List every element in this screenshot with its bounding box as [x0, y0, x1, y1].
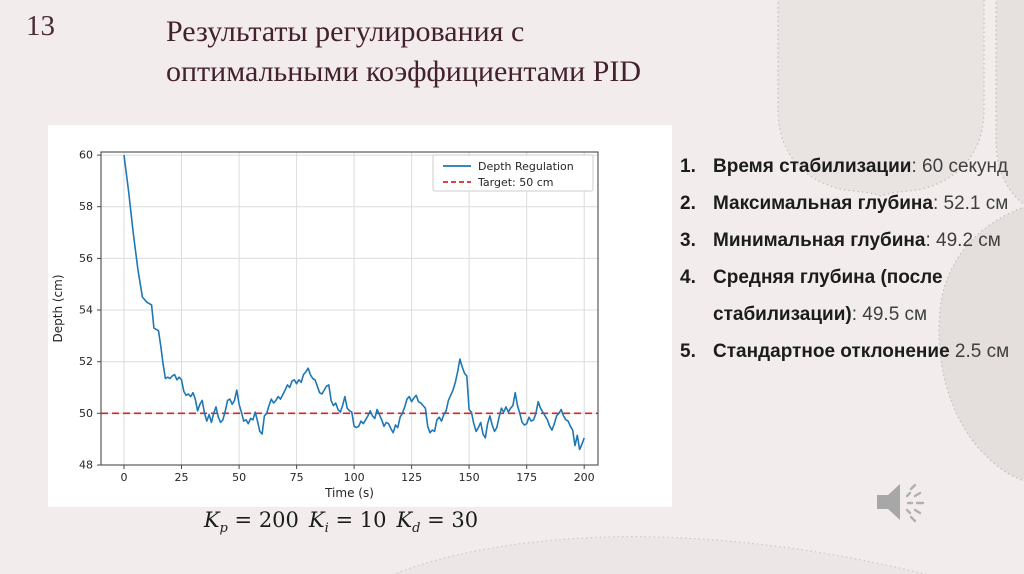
- chart-panel: 0 25 50 75 100 125 150 175 200 48 50 52 54 56 58 60 Time…: [48, 125, 672, 507]
- y-tick-label: 48: [79, 459, 93, 472]
- formula-term: Kp = 200: [203, 508, 299, 537]
- list-item-number: 1.: [680, 156, 696, 177]
- petal-shape: [392, 536, 928, 574]
- list-item-label: Время стабилизации: [713, 156, 912, 177]
- list-item-value: : 49.5 см: [851, 304, 928, 325]
- list-item: 5. Стандартное отклонение 2.5 см: [680, 333, 1014, 370]
- list-item-label: Максимальная глубина: [713, 193, 933, 214]
- legend-label-target: Target: 50 cm: [477, 176, 554, 189]
- petal-shape: [938, 206, 1024, 482]
- x-tick-label: 25: [175, 471, 189, 484]
- x-tick-label: 200: [574, 471, 595, 484]
- list-item-label: Средняя глубина (после стабилизации): [713, 267, 943, 325]
- x-tick-label: 100: [344, 471, 365, 484]
- x-tick-label: 125: [401, 471, 422, 484]
- list-item: 4. Средняя глубина (после стабилизации): …: [680, 259, 1014, 333]
- petal-shape: [777, 0, 985, 197]
- y-tick-label: 52: [79, 355, 93, 368]
- list-item: 2. Максимальная глубина: 52.1 см: [680, 185, 1014, 222]
- depth-regulation-chart: 0 25 50 75 100 125 150 175 200 48 50 52 54 56 58 60 Time…: [48, 125, 672, 512]
- list-item-number: 5.: [680, 341, 696, 362]
- list-item: 1. Время стабилизации: 60 секунд: [680, 148, 1014, 185]
- legend-label-depth: Depth Regulation: [478, 160, 574, 173]
- list-item-value: 2.5 см: [949, 341, 1010, 362]
- formula-term: Ki = 10: [308, 508, 387, 537]
- y-tick-label: 56: [79, 252, 93, 265]
- findings-list: 1. Время стабилизации: 60 секунд 2. Максима…: [680, 148, 1014, 370]
- list-item-number: 3.: [680, 230, 696, 251]
- list-item: 3. Минимальная глубина: 49.2 см: [680, 222, 1014, 259]
- y-axis-label: Depth (cm): [51, 274, 65, 342]
- page-title-line1: Результаты регулирования с: [166, 15, 525, 48]
- list-item-label: Стандартное отклонение: [713, 341, 950, 362]
- depth-series-line: [123, 154, 585, 451]
- list-item-label: Минимальная глубина: [713, 230, 926, 251]
- speaker-waves: [905, 483, 925, 523]
- plot-frame: [100, 151, 599, 466]
- x-tick-label: 0: [121, 471, 128, 484]
- y-tick-label: 58: [79, 200, 93, 213]
- list-item-number: 2.: [680, 193, 696, 214]
- legend: Depth Regulation Target: 50 cm: [432, 154, 594, 192]
- x-tick-label: 175: [516, 471, 537, 484]
- formula-term: Kd = 30: [396, 508, 479, 537]
- list-item-value: : 49.2 см: [925, 230, 1001, 251]
- list-item-number: 4.: [680, 267, 696, 288]
- list-item-value: : 60 секунд: [911, 156, 1009, 177]
- pid-coefficients-formula: Kp = 200 Ki = 10 Kd = 30: [188, 508, 494, 536]
- speaker-icon[interactable]: [870, 476, 932, 530]
- x-axis-label: Time (s): [324, 486, 374, 500]
- page-title: Результаты регулирования с оптимальными …: [166, 12, 826, 92]
- x-tick-label: 50: [232, 471, 246, 484]
- speaker-body: [877, 484, 900, 520]
- list-item-value: : 52.1 см: [932, 193, 1009, 214]
- y-tick-label: 50: [79, 407, 93, 420]
- slide-number: 13: [26, 10, 55, 42]
- y-tick-label: 54: [79, 304, 93, 317]
- x-tick-label: 150: [459, 471, 480, 484]
- x-tick-label: 75: [290, 471, 304, 484]
- page-title-line2: оптимальными коэффициентами PID: [166, 55, 642, 88]
- y-tick-label: 60: [79, 149, 93, 162]
- petal-shape: [995, 0, 1024, 206]
- depth-chart-svg: 0 25 50 75 100 125 150 175 200 48 50 52 54 56 58 60 Time…: [51, 149, 599, 500]
